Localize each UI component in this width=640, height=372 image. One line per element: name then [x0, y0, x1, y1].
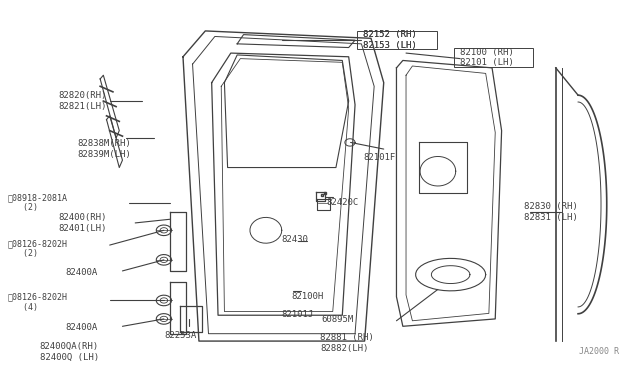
Text: JA2000 R: JA2000 R: [579, 347, 620, 356]
Text: 82830 (RH)
82831 (LH): 82830 (RH) 82831 (LH): [524, 202, 578, 222]
Text: 82100H: 82100H: [291, 292, 324, 301]
Text: 82400QA(RH)
82400Q (LH): 82400QA(RH) 82400Q (LH): [40, 343, 99, 362]
Text: 82820(RH)
82821(LH): 82820(RH) 82821(LH): [59, 92, 107, 111]
FancyBboxPatch shape: [357, 31, 436, 49]
Text: 82152 (RH)
82153 (LH): 82152 (RH) 82153 (LH): [364, 31, 417, 50]
Text: 82400(RH)
82401(LH): 82400(RH) 82401(LH): [59, 213, 107, 232]
Text: 82838M(RH)
82839M(LH): 82838M(RH) 82839M(LH): [78, 140, 132, 159]
Text: 82152 (RH)
82153 (LH): 82152 (RH) 82153 (LH): [364, 31, 417, 50]
Text: 82101J: 82101J: [282, 310, 314, 319]
Text: 82253A: 82253A: [164, 331, 196, 340]
Text: 82430: 82430: [282, 235, 308, 244]
Text: 82101F: 82101F: [364, 153, 396, 162]
Text: 82400A: 82400A: [65, 268, 97, 277]
Text: 82420C: 82420C: [326, 198, 358, 207]
Text: ⓝ08918-2081A
   (2): ⓝ08918-2081A (2): [8, 193, 68, 212]
Text: Ⓑ08126-8202H
   (2): Ⓑ08126-8202H (2): [8, 239, 68, 259]
Text: 82400A: 82400A: [65, 323, 97, 331]
Text: 60895M: 60895M: [321, 315, 353, 324]
Text: 82881 (RH)
82882(LH): 82881 (RH) 82882(LH): [320, 333, 374, 353]
Text: Ⓑ08126-8202H
   (4): Ⓑ08126-8202H (4): [8, 293, 68, 312]
FancyBboxPatch shape: [454, 48, 534, 67]
Text: 82100 (RH)
82101 (LH): 82100 (RH) 82101 (LH): [460, 48, 514, 67]
